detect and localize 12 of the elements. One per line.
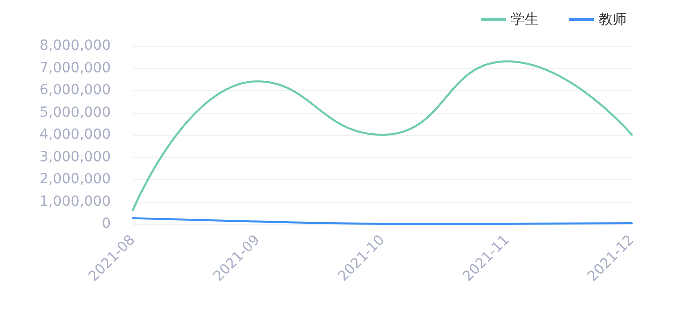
y-tick-label: 1,000,000 bbox=[40, 194, 111, 210]
y-tick-label: 7,000,000 bbox=[40, 60, 111, 76]
y-tick-label: 3,000,000 bbox=[40, 149, 111, 166]
y-tick-label: 2,000,000 bbox=[40, 172, 111, 188]
y-tick-label: 5,000,000 bbox=[40, 104, 111, 121]
y-tick-label: 4,000,000 bbox=[40, 127, 111, 143]
legend-label: 学生 bbox=[511, 12, 539, 28]
y-tick-label: 0 bbox=[102, 216, 111, 232]
legend-label: 教师 bbox=[599, 12, 627, 28]
y-tick-label: 8,000,000 bbox=[40, 38, 111, 54]
line-series bbox=[132, 60, 633, 212]
y-tick-label: 6,000,000 bbox=[40, 82, 111, 98]
